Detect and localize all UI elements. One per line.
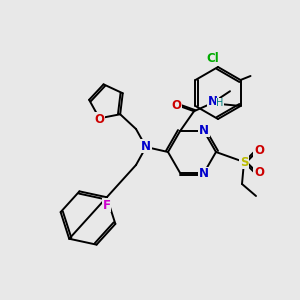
Text: H: H — [216, 98, 224, 108]
Text: N: N — [208, 95, 218, 108]
Text: N: N — [199, 124, 209, 137]
Text: F: F — [103, 199, 111, 212]
Text: O: O — [171, 99, 181, 112]
Text: S: S — [240, 155, 248, 169]
Text: O: O — [254, 167, 264, 179]
Text: Cl: Cl — [207, 52, 219, 65]
Text: N: N — [141, 140, 151, 152]
Text: N: N — [199, 167, 209, 180]
Text: O: O — [254, 145, 264, 158]
Text: O: O — [94, 113, 104, 126]
